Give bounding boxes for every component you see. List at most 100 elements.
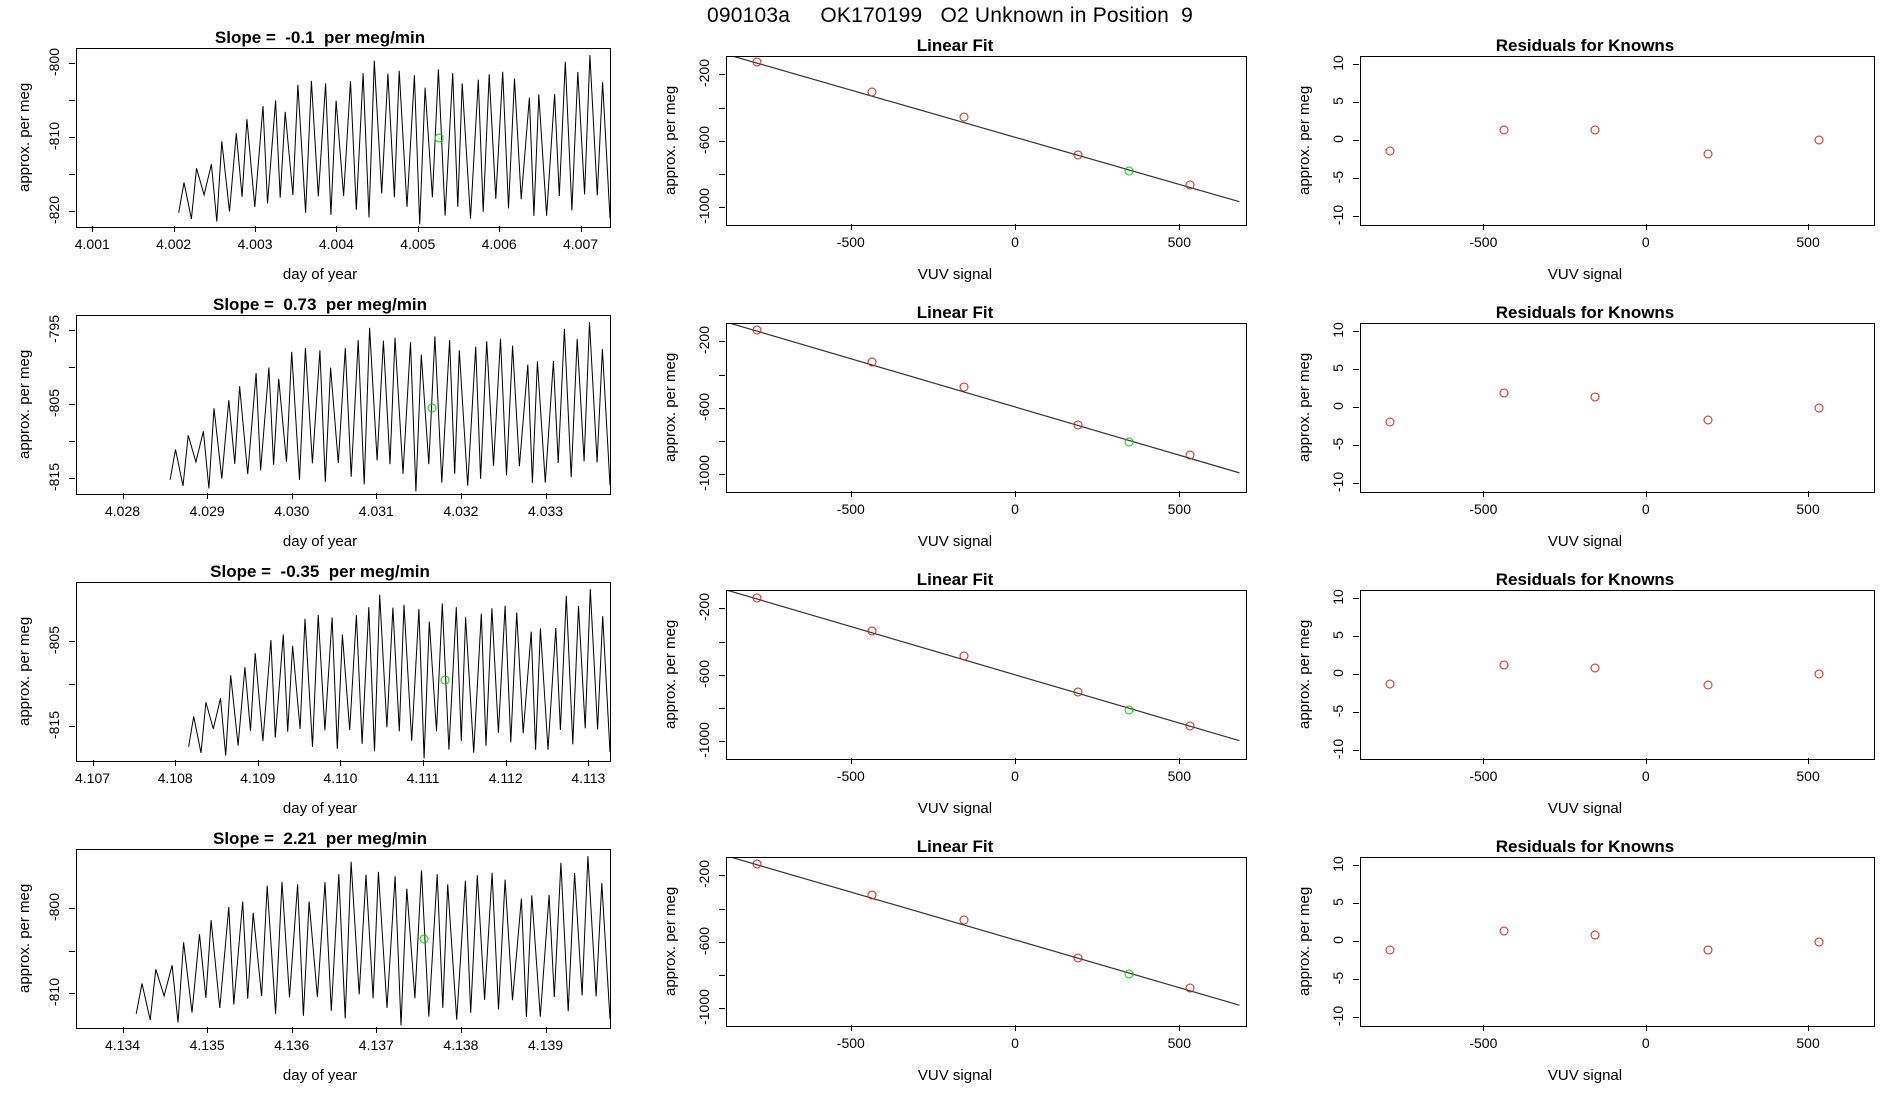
known-data-point: [1185, 180, 1195, 190]
x-tick-label: 4.001: [74, 236, 110, 252]
known-data-point: [1590, 663, 1600, 673]
y-axis-label: approx. per meg: [1296, 619, 1313, 729]
fit-line-2: [730, 324, 1240, 474]
x-tick-mark: [173, 226, 175, 232]
x-tick-mark: [423, 760, 425, 766]
known-data-point: [1590, 930, 1600, 940]
y-axis-label: approx. per meg: [662, 886, 679, 996]
y-tick-label: -10: [1330, 205, 1346, 226]
x-tick-mark: [1645, 491, 1647, 497]
x-tick-label: -500: [1469, 234, 1498, 250]
y-tick-label: 5: [1330, 897, 1346, 906]
y-tick-mark-minor: [719, 708, 725, 710]
figure-title: 090103a OK170199 O2 Unknown in Position …: [707, 4, 1193, 27]
y-tick-mark: [69, 726, 75, 728]
plot-area-linearfit-1: [726, 56, 1247, 226]
y-tick-label: 5: [1330, 630, 1346, 639]
y-tick-mark: [1353, 368, 1359, 370]
x-tick-mark: [92, 226, 94, 232]
y-tick-label: 10: [1330, 855, 1346, 872]
known-data-point: [1499, 926, 1509, 936]
known-data-point: [1814, 669, 1824, 679]
unknown-data-point: [1124, 166, 1134, 176]
plot-row-2: Slope = 0.73 per meg/min approx. per meg…: [0, 295, 1900, 564]
plot-area-linearfit-2: [726, 323, 1247, 493]
x-tick-label: 4.033: [528, 503, 564, 519]
x-axis-label: VUV signal: [1547, 1067, 1623, 1084]
x-tick-label: -500: [836, 1035, 865, 1051]
known-data-point: [1703, 945, 1713, 955]
x-tick-label: -500: [1469, 768, 1498, 784]
x-tick-mark: [376, 493, 378, 499]
y-tick-mark: [719, 474, 725, 476]
y-tick-mark: [69, 211, 75, 213]
y-tick-mark-minor: [69, 99, 75, 101]
x-tick-mark: [850, 224, 852, 230]
x-tick-mark: [850, 758, 852, 764]
x-tick-mark: [291, 1027, 293, 1033]
y-tick-mark-minor: [719, 908, 725, 910]
y-tick-mark: [719, 608, 725, 610]
panel-title-linearfit-4: Linear Fit: [916, 837, 994, 856]
plot-area-timeseries-3: [76, 582, 611, 762]
known-data-point: [1073, 420, 1083, 430]
x-tick-mark: [1015, 491, 1017, 497]
y-tick-mark: [1353, 674, 1359, 675]
known-data-point: [1590, 125, 1600, 135]
unknown-data-point: [427, 403, 437, 413]
y-tick-mark: [719, 74, 725, 76]
x-tick-mark: [545, 1027, 547, 1033]
panel-title-slope-1: Slope = -0.1 per meg/min: [214, 28, 426, 47]
y-tick-label: -200: [696, 326, 712, 355]
x-tick-label: 4.002: [156, 236, 192, 252]
y-tick-mark: [1353, 330, 1359, 332]
y-tick-mark-minor: [69, 366, 75, 368]
x-tick-label: 500: [1167, 234, 1191, 250]
y-tick-label: 5: [1330, 363, 1346, 372]
y-tick-mark: [1353, 407, 1359, 408]
x-tick-label: 4.139: [528, 1037, 564, 1053]
panel-title-residuals-1: Residuals for Knowns: [1495, 36, 1675, 55]
y-tick-label: -200: [696, 593, 712, 622]
x-tick-mark: [850, 1025, 852, 1031]
x-tick-label: 0: [1641, 234, 1650, 250]
x-tick-label: 500: [1796, 501, 1820, 517]
panel-timeseries-3: Slope = -0.35 per meg/min approx. per me…: [0, 562, 640, 831]
y-tick-mark-minor: [69, 950, 75, 952]
known-data-point: [1185, 983, 1195, 993]
x-axis-label: day of year: [282, 800, 358, 817]
x-tick-mark: [1483, 758, 1485, 764]
y-tick-mark-minor: [69, 174, 75, 176]
y-tick-label: 0: [1330, 936, 1346, 944]
unknown-data-point: [440, 675, 450, 685]
panel-title-slope-3: Slope = -0.35 per meg/min: [210, 562, 430, 581]
x-tick-mark: [1645, 1025, 1647, 1031]
y-tick-label: -10: [1330, 472, 1346, 493]
y-tick-mark-minor: [719, 374, 725, 376]
x-axis-label: VUV signal: [917, 800, 993, 817]
x-tick-label: -500: [1469, 1035, 1498, 1051]
known-data-point: [867, 626, 877, 636]
known-data-point: [1073, 687, 1083, 697]
panel-residuals-2: Residuals for Knowns approx. per meg VUV …: [1270, 297, 1900, 564]
x-tick-label: 0: [1011, 501, 1019, 517]
plot-area-timeseries-1: [76, 48, 611, 228]
y-tick-mark: [1353, 750, 1359, 752]
panel-linearfit-2: Linear Fit approx. per meg VUV signal -200…: [640, 297, 1270, 564]
y-tick-label: -815: [46, 463, 62, 492]
x-tick-label: 4.032: [443, 503, 479, 519]
y-tick-label: -805: [46, 626, 62, 655]
known-data-point: [752, 859, 762, 869]
y-tick-label: -795: [46, 314, 62, 343]
x-tick-label: 4.108: [157, 770, 193, 786]
y-tick-label: -800: [46, 893, 62, 922]
x-axis-label: VUV signal: [917, 1067, 993, 1084]
regression-line: [731, 858, 1240, 1006]
known-data-point: [1814, 403, 1824, 413]
x-tick-label: 500: [1167, 501, 1191, 517]
panel-title-residuals-3: Residuals for Knowns: [1495, 570, 1675, 589]
y-tick-label: -820: [46, 196, 62, 225]
panel-title-residuals-4: Residuals for Knowns: [1495, 837, 1675, 856]
y-tick-mark: [1353, 140, 1359, 141]
x-tick-label: -500: [836, 768, 865, 784]
